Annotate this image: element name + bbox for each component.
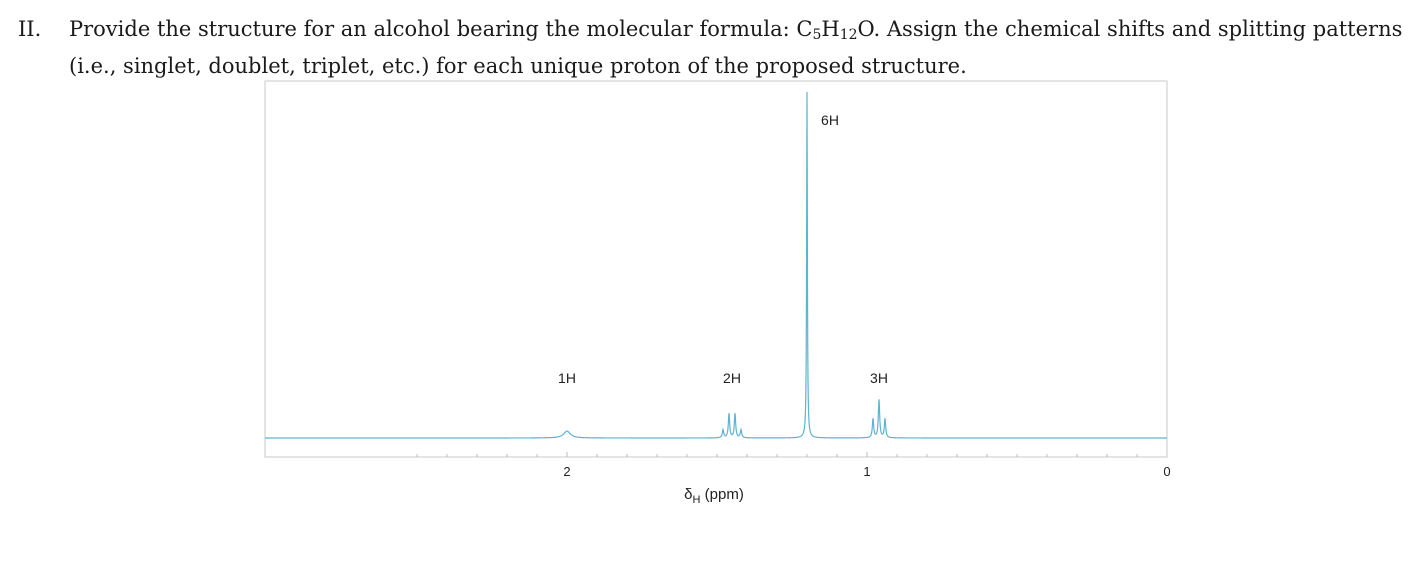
x-tick-label: 0	[1163, 464, 1170, 479]
x-tick-label: 2	[563, 464, 570, 479]
formula-subscript: 5	[812, 27, 822, 43]
question-text-before: Provide the structure for an alcohol bea…	[69, 17, 797, 41]
spectrum-trace	[265, 91, 1167, 439]
formula-subscript: 12	[839, 27, 858, 43]
peak-integration-label: 2H	[723, 370, 741, 386]
peak-integration-label: 1H	[558, 370, 576, 386]
molecular-formula: C5H12O	[796, 17, 874, 43]
formula-element-o: O	[857, 17, 874, 41]
question-number: II.	[18, 17, 42, 41]
peak-integration-label: 6H	[821, 112, 839, 128]
plot-frame	[264, 80, 1168, 458]
x-axis-label: δH (ppm)	[684, 486, 744, 506]
formula-element-c: C	[796, 17, 813, 41]
x-tick-label: 1	[863, 464, 870, 479]
question-text: Provide the structure for an alcohol bea…	[69, 14, 1404, 82]
question-text-after: . Assign the chemical shifts and splitti…	[69, 17, 1403, 78]
formula-element-h: H	[821, 17, 840, 41]
peak-integration-label: 3H	[870, 370, 888, 386]
